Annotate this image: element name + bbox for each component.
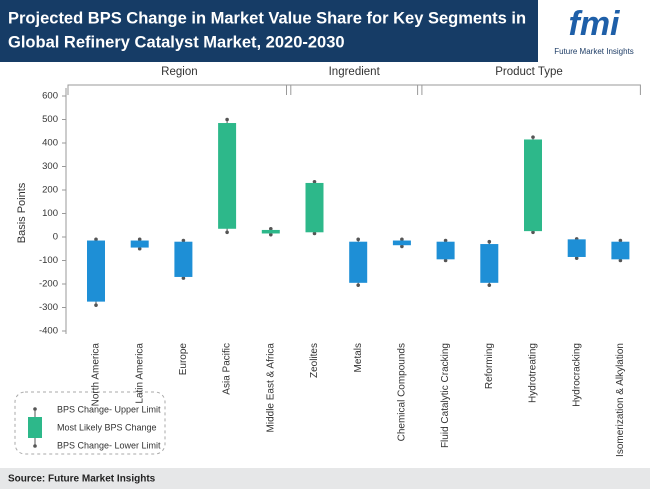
upper-limit (618, 238, 623, 243)
upper-limit (269, 226, 273, 231)
bar (174, 241, 193, 277)
group-bracket (417, 84, 641, 95)
logo-name: Future Market Insights (554, 47, 634, 56)
lower-limit (312, 231, 317, 236)
y-tick-label: -200 (39, 279, 58, 290)
x-tick-label: Chemical Compounds (397, 343, 408, 441)
group-bracket (67, 84, 292, 95)
bar (567, 239, 586, 257)
legend-label: BPS Change- Upper Limit (57, 404, 161, 414)
upper-limit (443, 238, 448, 243)
y-tick-label: 200 (42, 185, 58, 196)
upper-limit (94, 237, 98, 242)
x-tick-label: Middle East & Africa (265, 343, 276, 433)
bar (130, 240, 149, 248)
legend-label: BPS Change- Lower Limit (57, 440, 161, 450)
y-tick-label: 300 (42, 161, 58, 172)
y-tick-label: -100 (39, 255, 58, 266)
x-tick-label: North America (91, 343, 102, 407)
x-tick-label: Latin America (134, 343, 145, 404)
lower-limit (356, 283, 361, 287)
y-tick-label: 600 (42, 91, 58, 102)
upper-limit (181, 238, 186, 243)
y-tick-label: -400 (39, 326, 58, 337)
x-tick-label: Metals (353, 343, 364, 372)
x-tick-label: Hydrotreating (528, 343, 539, 403)
legend-dot (33, 444, 37, 448)
legend-dot (33, 407, 37, 411)
lower-limit (531, 230, 535, 235)
y-tick-label: -300 (39, 302, 58, 313)
bar (218, 123, 237, 229)
y-tick-label: 400 (42, 138, 58, 149)
x-tick-label: Zeolites (309, 343, 320, 378)
bar (436, 241, 455, 260)
group-bracket (286, 84, 423, 95)
upper-limit (225, 117, 229, 122)
upper-limit (487, 239, 492, 244)
legend-swatch (28, 417, 42, 438)
bar (349, 241, 368, 283)
bar (261, 229, 280, 234)
upper-limit (531, 135, 535, 139)
lower-limit (225, 230, 229, 235)
x-tick-label: Hydrocracking (571, 343, 582, 407)
x-tick-label: Europe (178, 343, 189, 376)
y-tick-label: 500 (42, 114, 58, 125)
x-tick-label: Asia Pacific (222, 343, 233, 395)
title-line: Global Refinery Catalyst Market, 2020-20… (8, 33, 345, 51)
bar (524, 139, 542, 232)
bar (87, 240, 105, 302)
y-axis-label: Basis Points (16, 182, 28, 243)
upper-limit (137, 237, 142, 242)
title-line: Projected BPS Change in Market Value Sha… (8, 9, 526, 27)
footer-band (0, 468, 650, 489)
lower-limit (574, 256, 579, 260)
x-tick-label: Reforming (484, 343, 495, 389)
upper-limit (312, 179, 317, 184)
upper-limit (356, 237, 361, 242)
group-label: Product Type (495, 66, 563, 78)
bar (611, 241, 630, 260)
group-label: Ingredient (329, 66, 381, 78)
lower-limit (443, 258, 448, 263)
bar (480, 244, 499, 283)
lower-limit (618, 258, 623, 263)
logo-box (538, 0, 650, 62)
bar (392, 240, 411, 246)
lower-limit (94, 303, 98, 307)
x-tick-label: Fluid Catalytic Cracking (440, 343, 451, 448)
upper-limit (400, 237, 404, 242)
source: Source: Future Market Insights (8, 474, 156, 485)
bar (305, 182, 324, 233)
lower-limit (181, 276, 186, 280)
lower-limit (487, 283, 492, 287)
y-tick-label: 0 (53, 232, 58, 243)
group-label: Region (161, 66, 197, 78)
lower-limit (137, 246, 142, 251)
lower-limit (400, 244, 404, 249)
lower-limit (269, 232, 273, 237)
x-tick-label: Isomerization & Alkylation (615, 343, 626, 457)
legend-label: Most Likely BPS Change (57, 422, 157, 432)
y-tick-label: 100 (42, 208, 58, 219)
logo-mark: fmi (569, 5, 622, 43)
